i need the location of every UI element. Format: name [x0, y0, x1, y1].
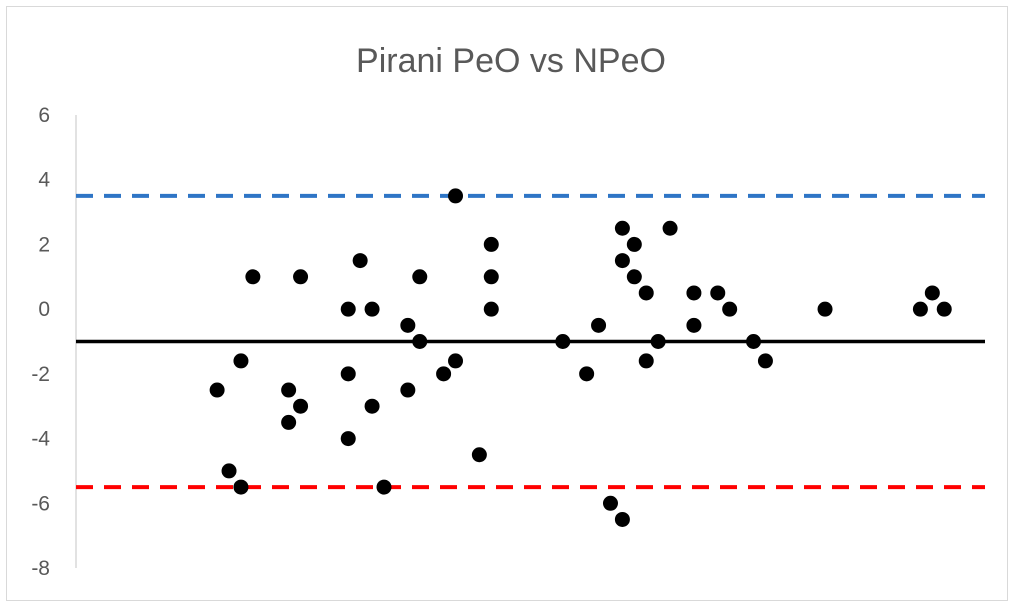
y-tick-label: 2 — [38, 233, 50, 256]
data-point — [555, 334, 571, 349]
data-point — [352, 253, 368, 269]
data-point — [233, 479, 249, 495]
data-point — [364, 301, 380, 317]
data-point — [614, 253, 630, 269]
data-point — [638, 285, 654, 301]
data-point — [662, 220, 678, 236]
data-point — [448, 353, 464, 369]
data-point — [710, 285, 726, 301]
data-point — [281, 414, 297, 430]
data-point — [924, 285, 940, 301]
data-point — [340, 366, 356, 382]
y-tick-label: -8 — [31, 557, 50, 580]
y-tick-label: 4 — [38, 169, 50, 192]
data-point — [400, 382, 416, 398]
data-point — [650, 334, 666, 349]
reference-lines — [76, 193, 985, 490]
data-point — [245, 269, 261, 285]
chart-title: Pirani PeO vs NPeO — [356, 42, 666, 80]
data-points — [209, 188, 952, 527]
data-point — [376, 479, 392, 495]
data-point — [412, 269, 428, 285]
data-point — [722, 301, 738, 317]
data-point — [626, 269, 642, 285]
y-tick-label: 6 — [38, 104, 50, 127]
data-point — [686, 285, 702, 301]
y-tick-labels: 6 4 2 0 -2 -4 -6 -8 — [31, 104, 50, 580]
y-tick-label: 0 — [38, 298, 50, 321]
data-point — [436, 366, 452, 382]
chart-frame — [6, 6, 1008, 601]
data-point — [364, 398, 380, 414]
data-point — [293, 398, 309, 414]
data-point — [221, 463, 237, 479]
data-point — [686, 317, 702, 333]
data-point — [281, 382, 297, 398]
data-point — [233, 353, 249, 369]
data-point — [400, 317, 416, 333]
data-point — [340, 431, 356, 447]
data-point — [757, 353, 773, 369]
data-point — [340, 301, 356, 317]
y-tick-label: -2 — [31, 363, 50, 386]
data-point — [412, 334, 428, 349]
y-tick-label: -6 — [31, 492, 50, 515]
data-point — [602, 495, 618, 511]
data-point — [746, 334, 762, 349]
data-point — [209, 382, 225, 398]
data-point — [626, 236, 642, 252]
data-point — [638, 353, 654, 369]
data-point — [483, 236, 499, 252]
data-point — [591, 317, 607, 333]
data-point — [614, 220, 630, 236]
data-point — [912, 301, 928, 317]
data-point — [579, 366, 595, 382]
y-tick-label: -4 — [31, 428, 50, 451]
data-point — [471, 447, 487, 463]
data-point — [936, 301, 952, 317]
data-point — [483, 269, 499, 285]
data-point — [483, 301, 499, 317]
data-point — [614, 511, 630, 527]
data-point — [293, 269, 309, 285]
data-point — [448, 188, 464, 204]
data-point — [817, 301, 833, 317]
